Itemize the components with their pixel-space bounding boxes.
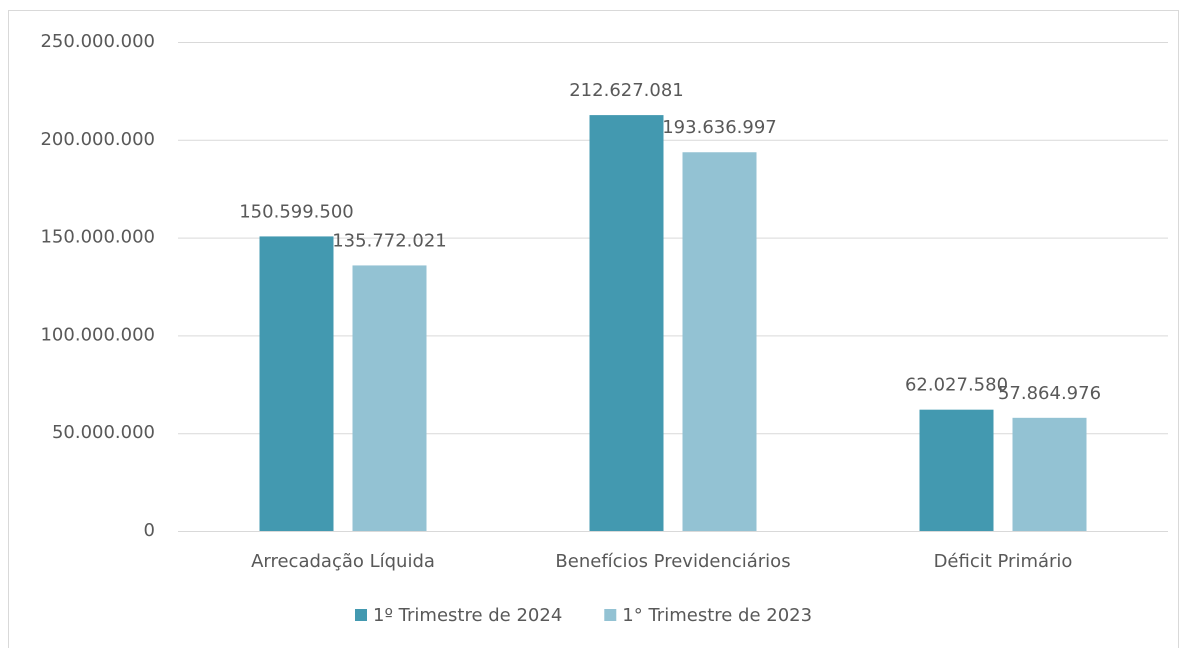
y-tick-label: 0	[144, 520, 155, 541]
x-tick-label: Arrecadação Líquida	[251, 551, 435, 572]
legend-label: 1º Trimestre de 2024	[373, 605, 562, 626]
legend-swatch	[355, 609, 367, 621]
value-label: 135.772.021	[332, 230, 447, 251]
value-label: 150.599.500	[239, 201, 354, 222]
bar	[682, 152, 757, 531]
y-tick-label: 200.000.000	[40, 129, 155, 150]
legend-label: 1° Trimestre de 2023	[622, 605, 812, 626]
y-tick-label: 50.000.000	[52, 422, 155, 443]
bar	[1012, 417, 1087, 531]
bar	[589, 115, 664, 531]
value-label: 193.636.997	[662, 117, 777, 138]
value-label: 212.627.081	[569, 80, 684, 101]
value-label: 57.864.976	[998, 383, 1101, 404]
y-tick-label: 250.000.000	[40, 31, 155, 52]
x-tick-label: Déficit Primário	[934, 551, 1073, 572]
bar	[352, 265, 427, 531]
bar	[919, 409, 994, 531]
bar	[259, 236, 334, 532]
x-tick-label: Benefícios Previdenciários	[555, 551, 790, 572]
y-tick-label: 100.000.000	[40, 324, 155, 345]
value-label: 62.027.580	[905, 375, 1008, 396]
y-tick-label: 150.000.000	[40, 227, 155, 248]
legend-swatch	[604, 609, 617, 621]
